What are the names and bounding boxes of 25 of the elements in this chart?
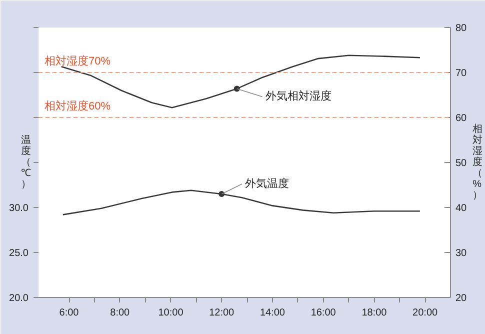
ref-line-label: 相対湿度70% bbox=[44, 54, 111, 68]
x-tick-label: 20:00 bbox=[412, 308, 438, 318]
y2-tick-label: 50 bbox=[456, 158, 468, 169]
y2-axis-title: 相対湿度（%） bbox=[472, 123, 483, 201]
y-tick-label: 30.0 bbox=[9, 203, 29, 214]
line-series bbox=[62, 190, 421, 216]
x-tick-label: 14:00 bbox=[260, 308, 286, 318]
y-tick-label: 20.0 bbox=[9, 293, 29, 304]
y-tick-label: 25.0 bbox=[9, 248, 29, 259]
x-tick-label: 6:00 bbox=[59, 308, 80, 318]
ref-line-label: 相対湿度60% bbox=[44, 100, 111, 112]
x-tick-label: 16:00 bbox=[310, 308, 336, 318]
x-tick-label: 12:00 bbox=[209, 308, 235, 318]
x-tick-label: 18:00 bbox=[362, 308, 388, 318]
y2-tick-label: 20 bbox=[456, 293, 468, 304]
y2-tick-label: 80 bbox=[456, 23, 468, 34]
x-tick-label: 8:00 bbox=[110, 308, 130, 318]
y2-tick-label: 30 bbox=[456, 248, 468, 259]
y2-tick-label: 70 bbox=[456, 68, 468, 79]
y2-tick-label: 40 bbox=[456, 203, 468, 214]
y2-tick-label: 60 bbox=[456, 113, 468, 124]
series-label: 外気相対湿度 bbox=[265, 90, 332, 103]
y-axis-title: 温度（℃） bbox=[21, 134, 32, 190]
series-label: 外気温度 bbox=[244, 177, 289, 190]
x-tick-label: 10:00 bbox=[158, 308, 184, 318]
